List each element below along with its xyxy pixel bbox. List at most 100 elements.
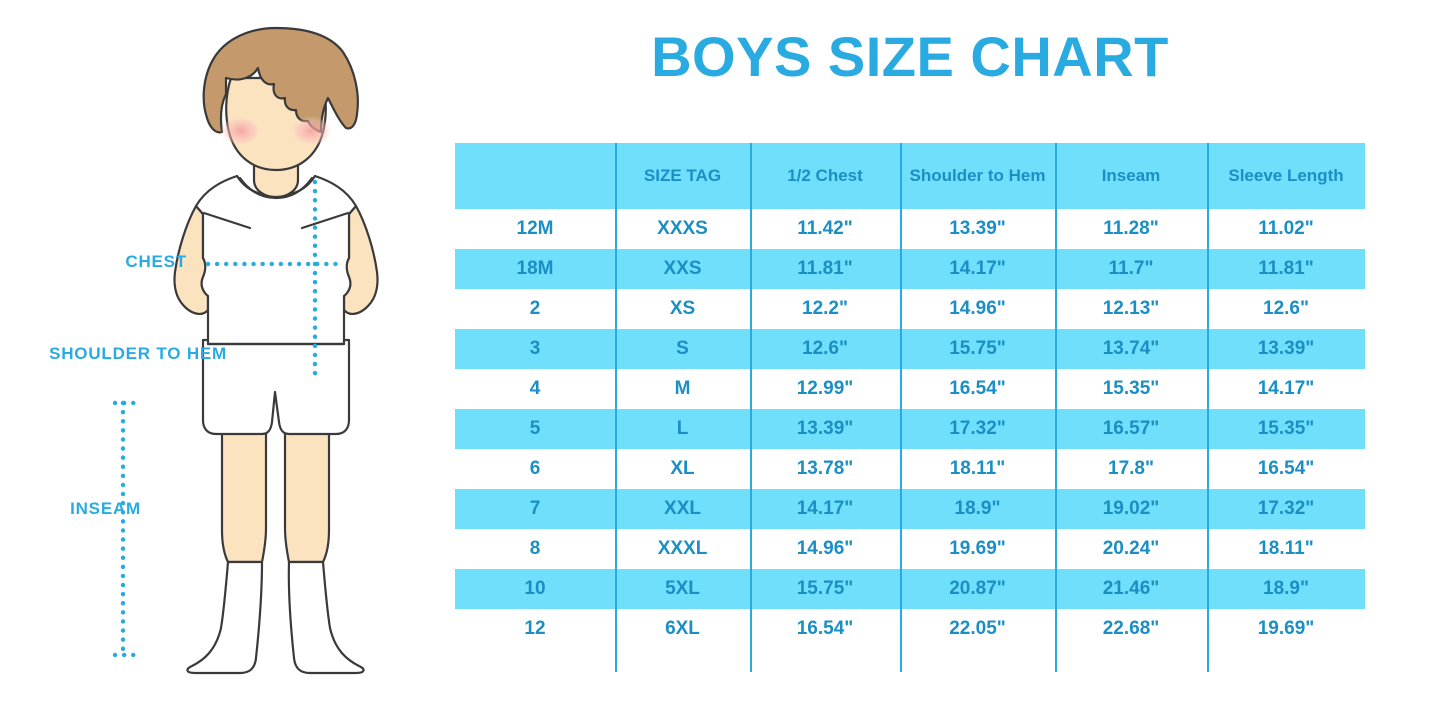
cell-size: 6 xyxy=(455,449,615,489)
table-row: 4 M 12.99" 16.54" 15.35" 14.17" xyxy=(455,369,1365,409)
cell-sleeve-length: 18.9" xyxy=(1207,569,1365,609)
cell-half-chest: 14.96" xyxy=(750,529,900,569)
cell-sleeve-length: 14.17" xyxy=(1207,369,1365,409)
column-divider-4 xyxy=(1055,143,1057,672)
cell-size: 12 xyxy=(455,609,615,649)
cell-inseam: 16.57" xyxy=(1055,409,1207,449)
header-size-tag: SIZE TAG xyxy=(615,143,750,209)
cell-sleeve-length: 17.32" xyxy=(1207,489,1365,529)
cell-shoulder-to-hem: 20.87" xyxy=(900,569,1055,609)
cell-shoulder-to-hem: 18.11" xyxy=(900,449,1055,489)
cell-sleeve-length: 16.54" xyxy=(1207,449,1365,489)
right-thigh xyxy=(283,430,331,564)
blush-left xyxy=(220,116,262,146)
cell-sleeve-length: 18.11" xyxy=(1207,529,1365,569)
table-row: 3 S 12.6" 15.75" 13.74" 13.39" xyxy=(455,329,1365,369)
table-header-row: SIZE TAG 1/2 Chest Shoulder to Hem Insea… xyxy=(455,143,1365,209)
left-sleeve-hem xyxy=(202,211,252,230)
chest-label: CHEST xyxy=(125,252,187,271)
cell-size: 4 xyxy=(455,369,615,409)
cell-inseam: 11.7" xyxy=(1055,249,1207,289)
cell-inseam: 20.24" xyxy=(1055,529,1207,569)
cell-size-tag: L xyxy=(615,409,750,449)
header-half-chest: 1/2 Chest xyxy=(750,143,900,209)
cell-size-tag: 6XL xyxy=(615,609,750,649)
cell-size: 3 xyxy=(455,329,615,369)
cell-size-tag: XS xyxy=(615,289,750,329)
cell-sleeve-length: 13.39" xyxy=(1207,329,1365,369)
left-thigh xyxy=(220,430,268,564)
table-row: 7 XXL 14.17" 18.9" 19.02" 17.32" xyxy=(455,489,1365,529)
cell-sleeve-length: 15.35" xyxy=(1207,409,1365,449)
cell-size-tag: XXXL xyxy=(615,529,750,569)
column-divider-2 xyxy=(750,143,752,672)
table-row: 6 XL 13.78" 18.11" 17.8" 16.54" xyxy=(455,449,1365,489)
cell-size-tag: XXS xyxy=(615,249,750,289)
table-row: 10 5XL 15.75" 20.87" 21.46" 18.9" xyxy=(455,569,1365,609)
cell-half-chest: 13.78" xyxy=(750,449,900,489)
cell-half-chest: 15.75" xyxy=(750,569,900,609)
cell-shoulder-to-hem: 18.9" xyxy=(900,489,1055,529)
table-row: 12 6XL 16.54" 22.05" 22.68" 19.69" xyxy=(455,609,1365,649)
header-shoulder-to-hem: Shoulder to Hem xyxy=(900,143,1055,209)
shoulder-to-hem-label: SHOULDER TO HEM xyxy=(49,344,227,363)
cell-size: 5 xyxy=(455,409,615,449)
boy-illustration xyxy=(0,0,455,723)
blush-right xyxy=(290,116,332,146)
cell-shoulder-to-hem: 15.75" xyxy=(900,329,1055,369)
cell-shoulder-to-hem: 14.96" xyxy=(900,289,1055,329)
size-chart-table: SIZE TAG 1/2 Chest Shoulder to Hem Insea… xyxy=(455,143,1365,649)
cell-shoulder-to-hem: 22.05" xyxy=(900,609,1055,649)
cell-inseam: 22.68" xyxy=(1055,609,1207,649)
cell-inseam: 17.8" xyxy=(1055,449,1207,489)
cell-sleeve-length: 19.69" xyxy=(1207,609,1365,649)
cell-size: 2 xyxy=(455,289,615,329)
cell-sleeve-length: 11.02" xyxy=(1207,209,1365,249)
cell-size: 7 xyxy=(455,489,615,529)
cell-inseam: 13.74" xyxy=(1055,329,1207,369)
cell-sleeve-length: 12.6" xyxy=(1207,289,1365,329)
column-divider-1 xyxy=(615,143,617,672)
column-divider-5 xyxy=(1207,143,1209,672)
cell-shoulder-to-hem: 17.32" xyxy=(900,409,1055,449)
table-row: 18M XXS 11.81" 14.17" 11.7" 11.81" xyxy=(455,249,1365,289)
cell-half-chest: 16.54" xyxy=(750,609,900,649)
cell-inseam: 15.35" xyxy=(1055,369,1207,409)
hair xyxy=(202,26,359,134)
cell-half-chest: 12.6" xyxy=(750,329,900,369)
right-sleeve-hem xyxy=(300,211,350,230)
page-title: BOYS SIZE CHART xyxy=(651,25,1169,88)
cell-half-chest: 11.42" xyxy=(750,209,900,249)
cell-inseam: 19.02" xyxy=(1055,489,1207,529)
cell-shoulder-to-hem: 13.39" xyxy=(900,209,1055,249)
table-row: 8 XXXL 14.96" 19.69" 20.24" 18.11" xyxy=(455,529,1365,569)
cell-size-tag: XL xyxy=(615,449,750,489)
table-row: 2 XS 12.2" 14.96" 12.13" 12.6" xyxy=(455,289,1365,329)
cell-inseam: 12.13" xyxy=(1055,289,1207,329)
header-inseam: Inseam xyxy=(1055,143,1207,209)
table-body: 12M XXXS 11.42" 13.39" 11.28" 11.02" 18M XXS 11.… xyxy=(455,209,1365,649)
cell-size: 18M xyxy=(455,249,615,289)
cell-shoulder-to-hem: 19.69" xyxy=(900,529,1055,569)
cell-half-chest: 14.17" xyxy=(750,489,900,529)
cell-inseam: 11.28" xyxy=(1055,209,1207,249)
left-boot xyxy=(186,560,264,675)
cell-size: 10 xyxy=(455,569,615,609)
cell-half-chest: 11.81" xyxy=(750,249,900,289)
cell-size-tag: 5XL xyxy=(615,569,750,609)
cell-shoulder-to-hem: 16.54" xyxy=(900,369,1055,409)
inseam-label: INSEAM xyxy=(70,499,141,518)
header-size xyxy=(455,143,615,209)
header-sleeve-length: Sleeve Length xyxy=(1207,143,1365,209)
cell-half-chest: 12.2" xyxy=(750,289,900,329)
table-row: 12M XXXS 11.42" 13.39" 11.28" 11.02" xyxy=(455,209,1365,249)
cell-size: 8 xyxy=(455,529,615,569)
table-head: SIZE TAG 1/2 Chest Shoulder to Hem Insea… xyxy=(455,143,1365,209)
right-boot xyxy=(287,560,365,675)
table-row: 5 L 13.39" 17.32" 16.57" 15.35" xyxy=(455,409,1365,449)
shorts xyxy=(201,338,351,436)
cell-inseam: 21.46" xyxy=(1055,569,1207,609)
cell-sleeve-length: 11.81" xyxy=(1207,249,1365,289)
cell-size-tag: M xyxy=(615,369,750,409)
